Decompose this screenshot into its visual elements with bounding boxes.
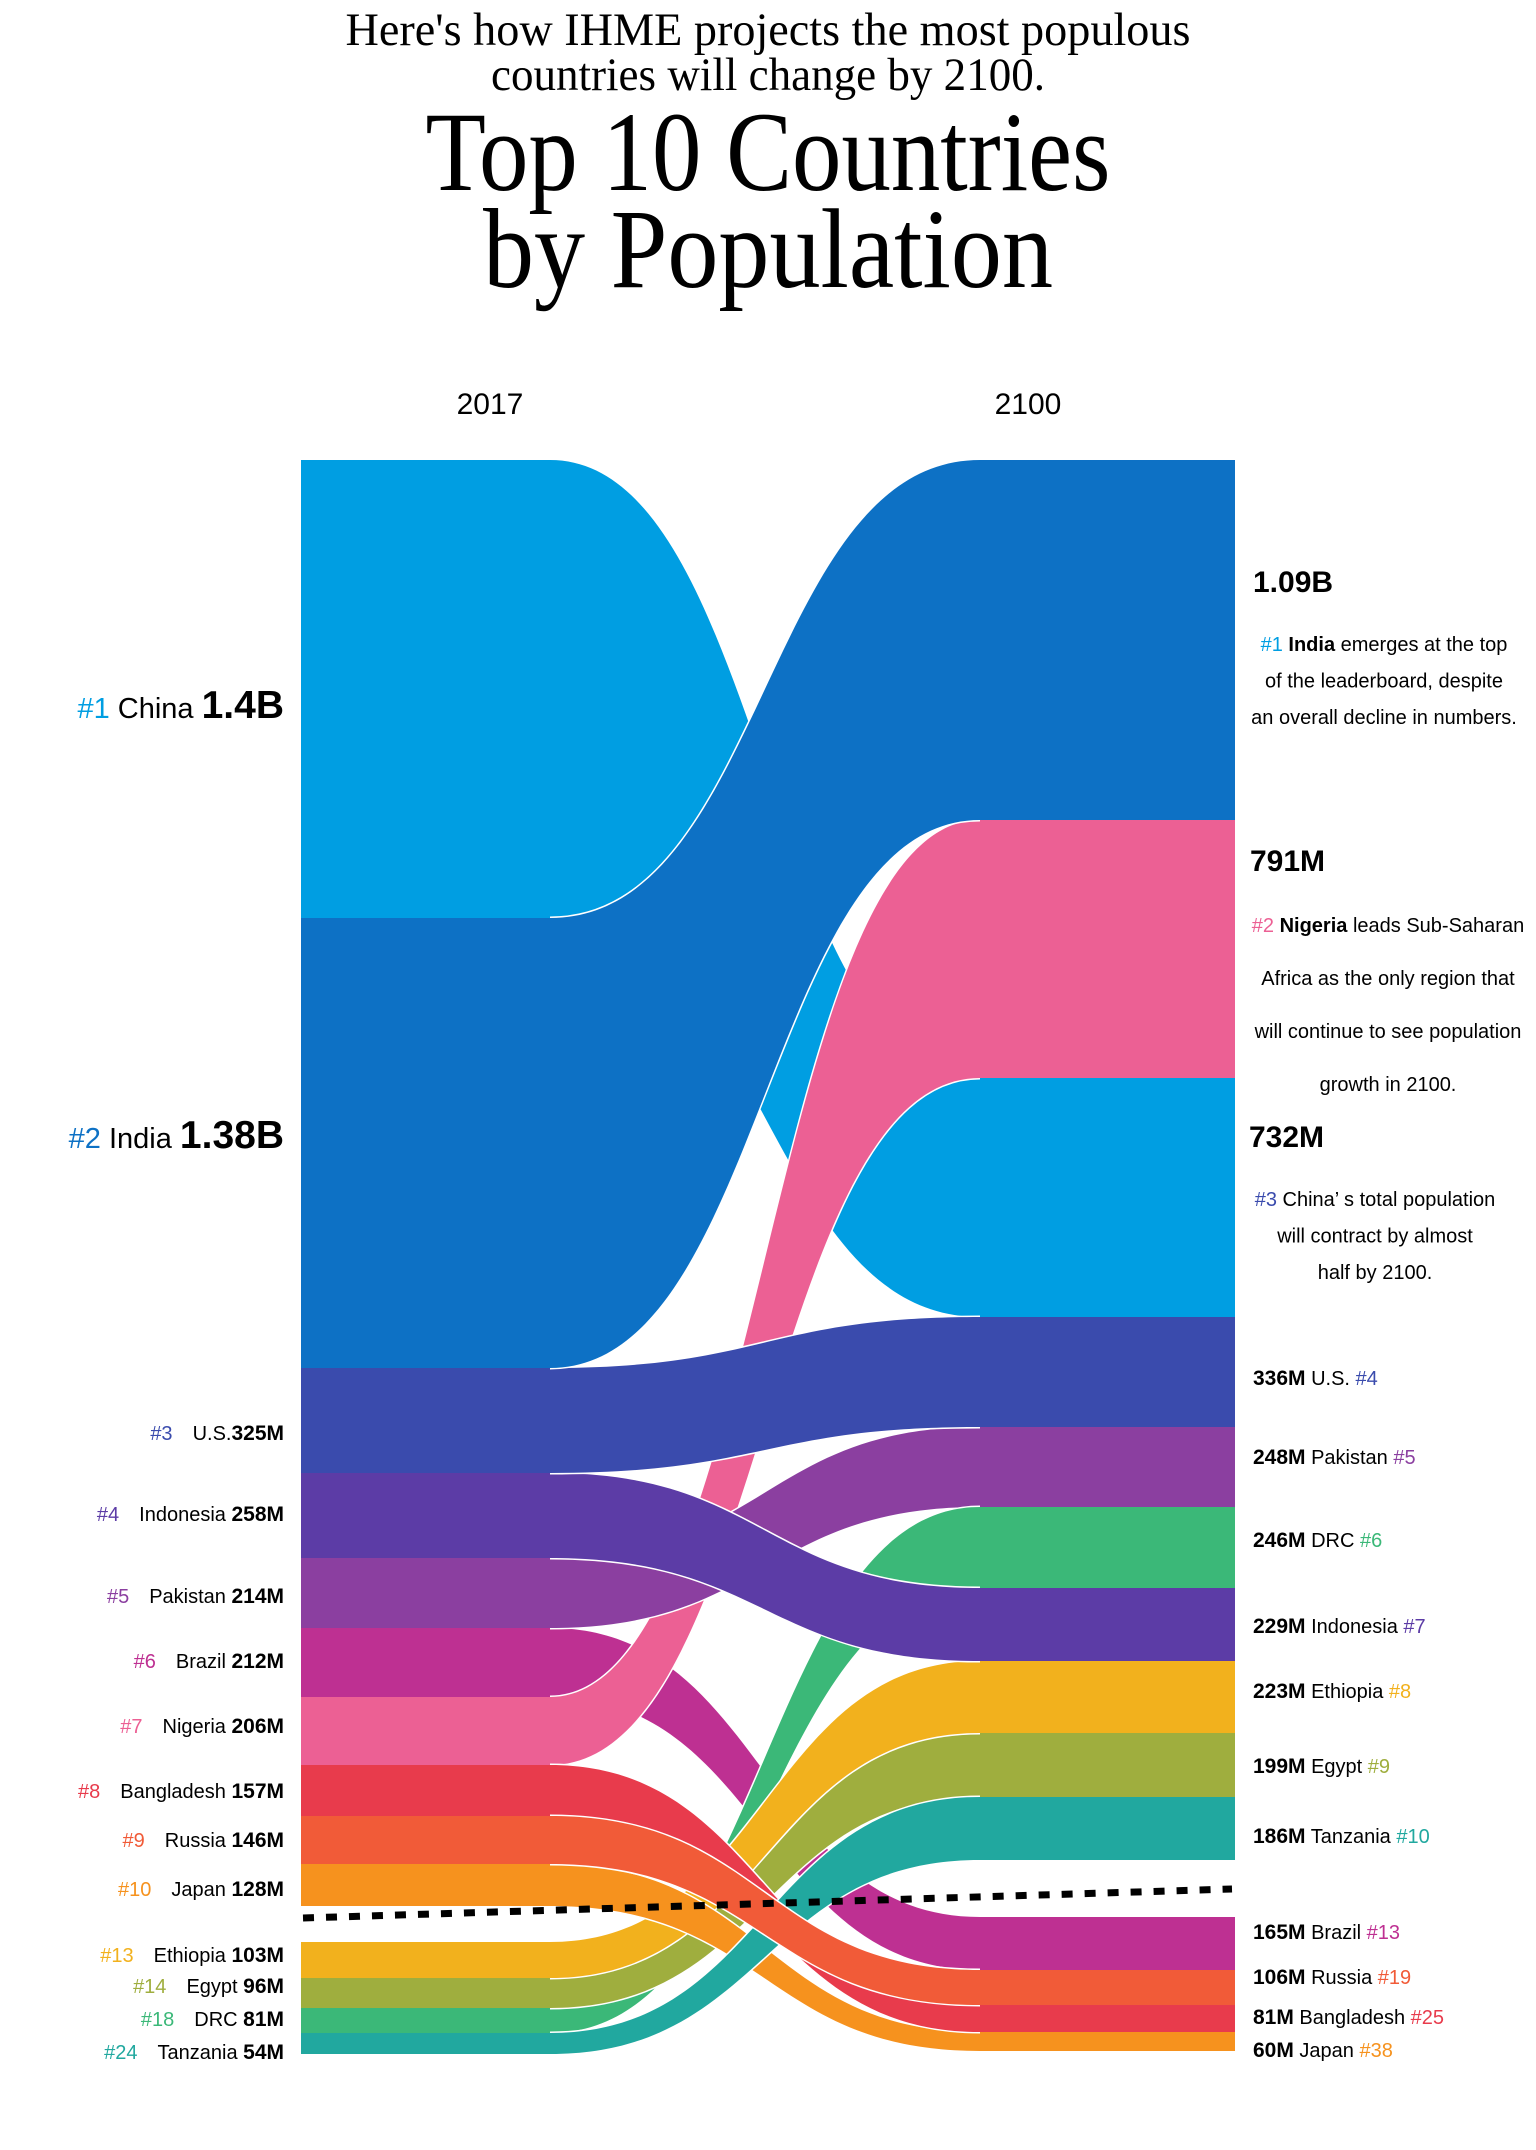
svg-text:246M DRC #6: 246M DRC #6 (1253, 1529, 1382, 1552)
svg-text:countries will change by 2100.: countries will change by 2100. (491, 49, 1045, 101)
svg-text:60M Japan #38: 60M Japan #38 (1253, 2039, 1393, 2062)
svg-text:732M: 732M (1249, 1121, 1324, 1154)
svg-text:223M Ethiopia #8: 223M Ethiopia #8 (1253, 1680, 1411, 1703)
svg-text:of the leaderboard, despite: of the leaderboard, despite (1265, 671, 1503, 693)
svg-text:186M Tanzania #10: 186M Tanzania #10 (1253, 1825, 1430, 1848)
svg-text:#13 Ethiopia 103M: #13 Ethiopia 103M (100, 1944, 284, 1967)
svg-text:#5 Pakistan 214M: #5 Pakistan 214M (107, 1585, 284, 1608)
svg-text:#2 India 1.38B: #2 India 1.38B (69, 1114, 284, 1157)
svg-text:2017: 2017 (457, 388, 524, 421)
svg-text:#4 Indonesia 258M: #4 Indonesia 258M (97, 1503, 284, 1526)
svg-text:165M Brazil #13: 165M Brazil #13 (1253, 1921, 1400, 1944)
svg-text:#3 U.S.325M: #3 U.S.325M (150, 1422, 284, 1445)
svg-text:growth in 2100.: growth in 2100. (1320, 1074, 1457, 1096)
svg-text:half by 2100.: half by 2100. (1318, 1262, 1433, 1284)
svg-text:336M U.S. #4: 336M U.S. #4 (1253, 1367, 1378, 1390)
svg-text:Africa as the only region that: Africa as the only region that (1261, 968, 1515, 990)
svg-text:#7 Nigeria 206M: #7 Nigeria 206M (120, 1715, 284, 1738)
svg-text:#1 China 1.4B: #1 China 1.4B (77, 684, 284, 727)
svg-text:199M Egypt #9: 199M Egypt #9 (1253, 1755, 1390, 1778)
svg-text:#3 China’ s total population: #3 China’ s total population (1255, 1189, 1496, 1211)
svg-text:1.09B: 1.09B (1253, 566, 1333, 599)
svg-text:Here's how IHME projects the m: Here's how IHME projects the most populo… (346, 4, 1191, 56)
svg-text:by Population: by Population (483, 187, 1053, 312)
svg-text:81M Bangladesh #25: 81M Bangladesh #25 (1253, 2006, 1444, 2029)
svg-text:2100: 2100 (995, 388, 1062, 421)
svg-text:#18 DRC 81M: #18 DRC 81M (141, 2008, 284, 2031)
svg-text:#10 Japan 128M: #10 Japan 128M (118, 1878, 284, 1901)
svg-text:791M: 791M (1250, 845, 1325, 878)
svg-text:#6 Brazil 212M: #6 Brazil 212M (134, 1650, 284, 1673)
svg-text:#24 Tanzania 54M: #24 Tanzania 54M (104, 2041, 284, 2064)
svg-text:106M Russia #19: 106M Russia #19 (1253, 1966, 1411, 1989)
svg-text:will continue to see populatio: will continue to see population (1254, 1021, 1522, 1043)
svg-text:#2 Nigeria leads Sub-Saharan: #2 Nigeria leads Sub-Saharan (1252, 915, 1524, 937)
svg-text:#8 Bangladesh 157M: #8 Bangladesh 157M (78, 1780, 284, 1803)
svg-text:229M Indonesia #7: 229M Indonesia #7 (1253, 1615, 1426, 1638)
svg-text:248M Pakistan #5: 248M Pakistan #5 (1253, 1446, 1416, 1469)
svg-text:#9 Russia 146M: #9 Russia 146M (123, 1829, 284, 1852)
svg-text:#14 Egypt 96M: #14 Egypt 96M (133, 1975, 284, 1998)
svg-text:an overall decline in numbers.: an overall decline in numbers. (1251, 707, 1517, 729)
svg-text:Top 10 Countries: Top 10 Countries (426, 90, 1111, 215)
svg-text:#1 India emerges at the top: #1 India emerges at the top (1261, 634, 1508, 656)
svg-text:will contract by almost: will contract by almost (1276, 1226, 1473, 1248)
